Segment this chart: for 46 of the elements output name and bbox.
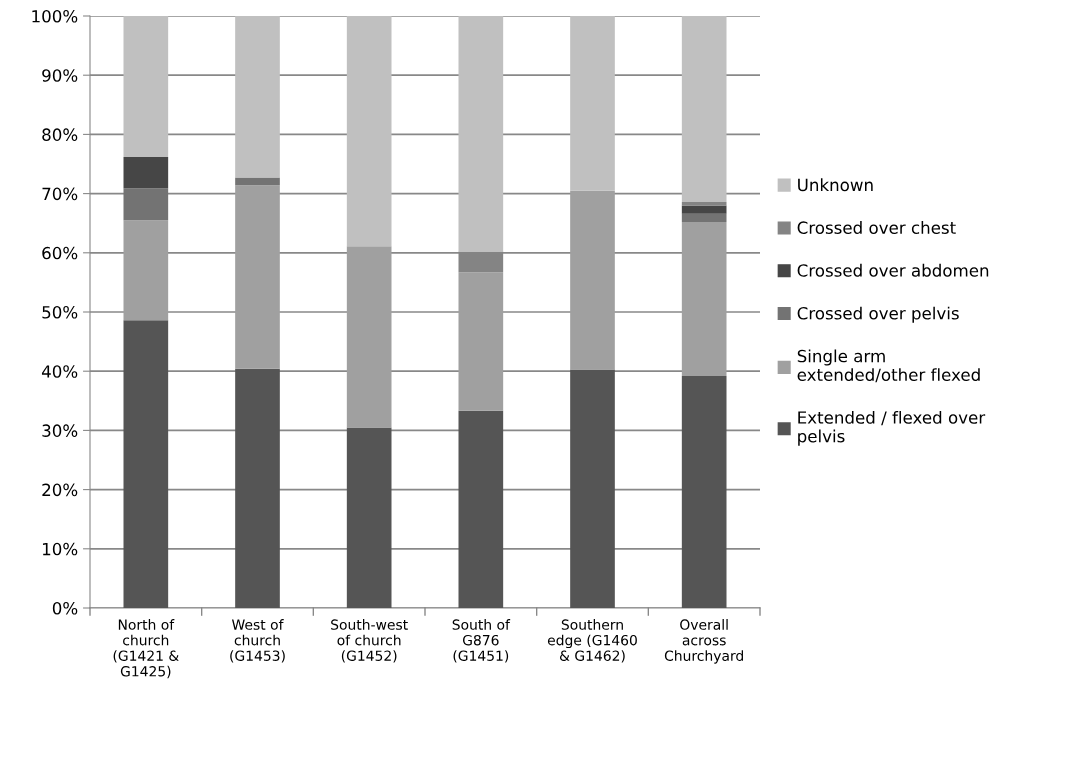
bar bbox=[570, 16, 615, 191]
legend-label: Unknown bbox=[798, 178, 873, 192]
bar bbox=[681, 205, 727, 214]
bar bbox=[235, 177, 280, 186]
bar bbox=[458, 16, 504, 252]
bar bbox=[346, 16, 392, 247]
y-tick-label: 80% bbox=[42, 128, 78, 141]
x-tick-label: South of G876 (G1451) bbox=[452, 619, 511, 663]
y-tick-label: 70% bbox=[42, 187, 78, 201]
bar bbox=[681, 375, 727, 608]
x-tick-label: North of church (G1421 & G1425) bbox=[113, 619, 179, 679]
y-tick-label: 50% bbox=[42, 305, 78, 319]
bar bbox=[681, 16, 727, 202]
legend-label: Single arm extended/other flexed bbox=[797, 349, 980, 383]
bar bbox=[681, 213, 727, 223]
x-tick-label: West of church (G1453) bbox=[230, 619, 285, 663]
x-tick-label: Southern edge (G1460 & G1462) bbox=[547, 619, 637, 663]
y-tick-label: 20% bbox=[42, 483, 78, 497]
bar bbox=[235, 16, 280, 178]
bar bbox=[570, 190, 615, 370]
legend-label: Crossed over pelvis bbox=[797, 306, 959, 323]
bar bbox=[458, 272, 504, 411]
legend-label: Extended / flexed over pelvis bbox=[798, 410, 986, 446]
y-tick-label: 60% bbox=[42, 246, 78, 260]
y-tick-label: 40% bbox=[41, 365, 78, 378]
bar bbox=[346, 427, 392, 608]
legend-label: Crossed over chest bbox=[797, 221, 956, 234]
y-tick-label: 30% bbox=[42, 424, 78, 437]
y-tick-label: 90% bbox=[42, 69, 78, 82]
y-tick-label: 10% bbox=[42, 542, 78, 556]
bar bbox=[681, 222, 727, 376]
bar bbox=[570, 369, 615, 608]
bar bbox=[458, 410, 504, 608]
x-tick-label: South-west of church (G1452) bbox=[331, 619, 408, 663]
bar bbox=[123, 320, 169, 608]
bar bbox=[235, 185, 280, 369]
y-tick-label: 100% bbox=[32, 9, 78, 23]
bar bbox=[123, 16, 169, 157]
bar bbox=[123, 188, 169, 221]
x-tick-label: Overall across Churchyard bbox=[664, 619, 743, 664]
bar bbox=[123, 220, 169, 321]
legend-label: Crossed over abdomen bbox=[797, 263, 989, 277]
bar bbox=[235, 368, 280, 608]
y-tick-label: 0% bbox=[52, 601, 78, 615]
bar bbox=[123, 156, 169, 189]
bar bbox=[346, 246, 392, 428]
